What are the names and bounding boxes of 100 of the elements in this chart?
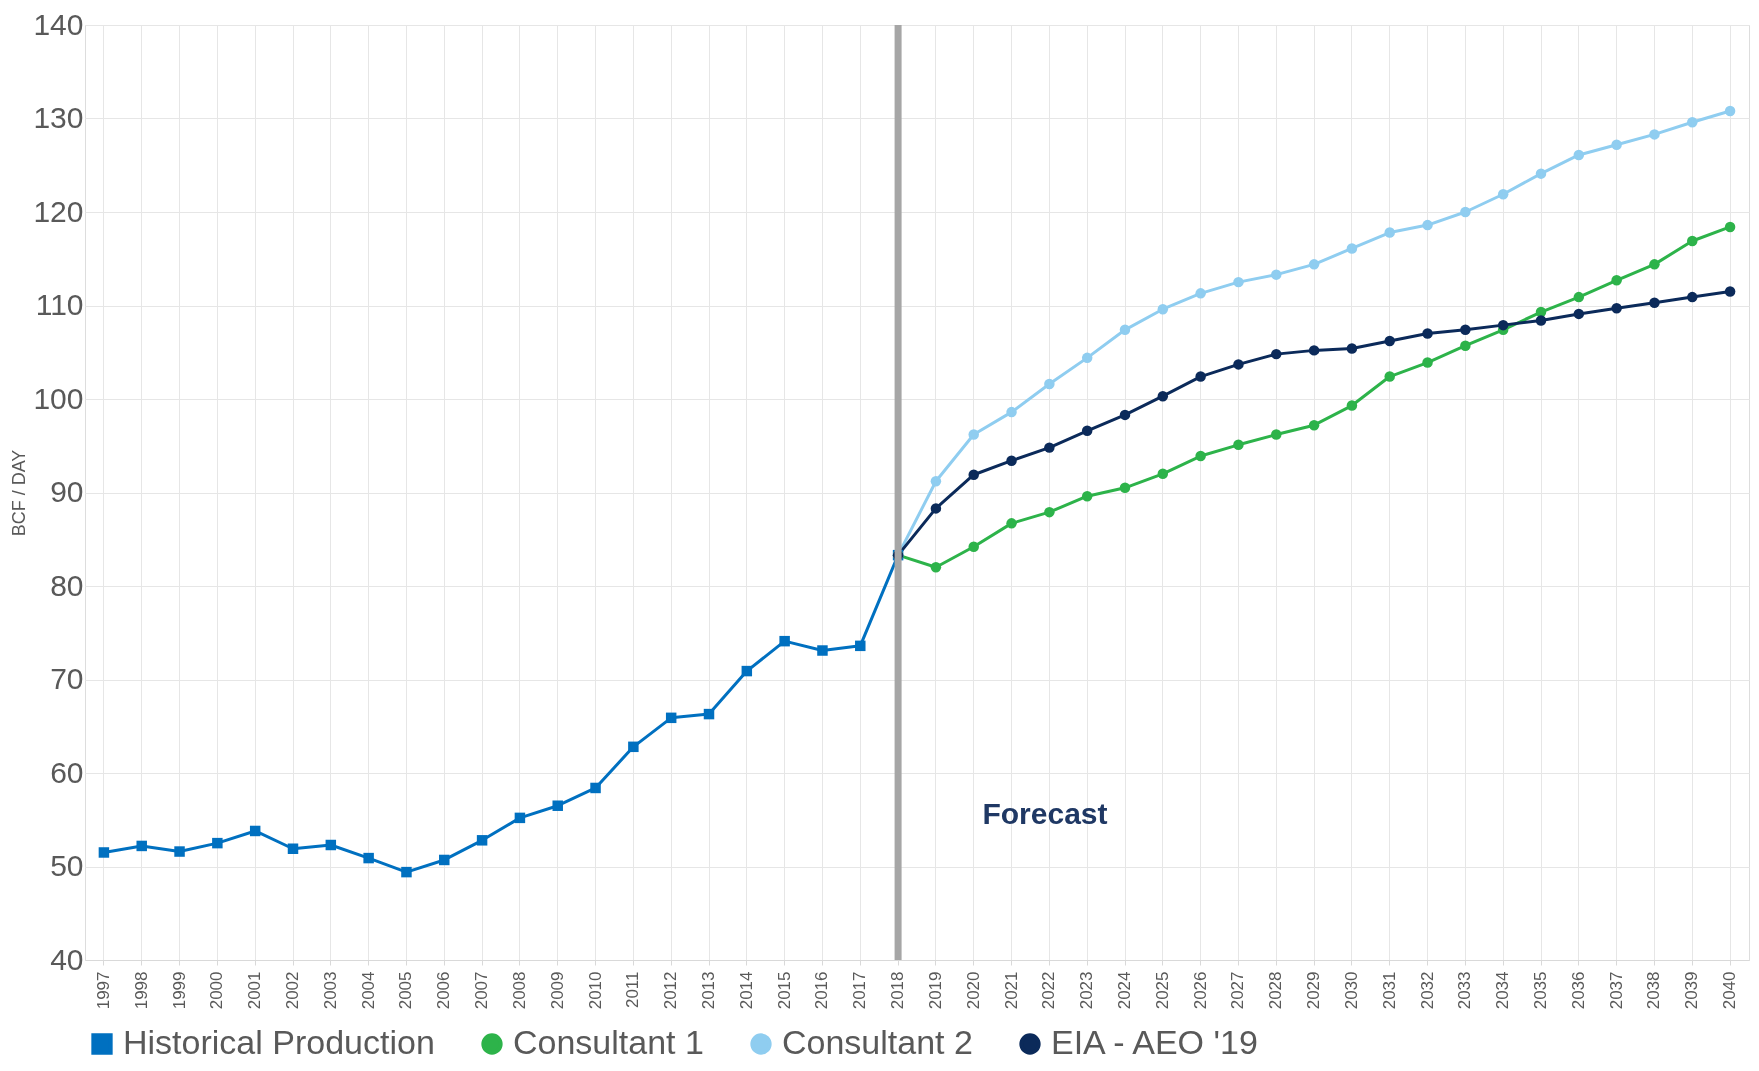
x-tick-label: 2011 [623,971,643,1009]
point [1573,308,1585,320]
point [98,847,110,858]
x-tick-label: 2003 [320,971,340,1010]
point [1271,348,1282,360]
point [439,854,450,866]
point [1687,117,1698,128]
point [968,429,979,440]
x-tick-label: 2031 [1379,971,1399,1010]
x-tick-label: 2030 [1341,971,1361,1010]
x-tick-label: 2010 [585,971,605,1010]
point [1308,419,1320,431]
point [855,640,866,652]
point [1460,340,1471,351]
point [1346,243,1358,254]
x-tick-label: 2037 [1606,971,1626,1010]
y-tick-label: 80 [50,568,84,602]
point [1384,335,1395,347]
point [1271,429,1282,440]
point [363,852,374,864]
x-tick-label: 2013 [699,971,718,1010]
x-tick-label: 2009 [547,971,567,1010]
point [249,825,261,837]
point [287,843,299,854]
x-tick-label: 2002 [283,971,302,1010]
x-tick-label: 2020 [963,971,983,1010]
x-tick-label: 2024 [1115,971,1134,1010]
x-tick-label: 2000 [207,971,227,1010]
point [1081,352,1093,364]
x-tick-label: 2023 [1077,971,1097,1010]
y-tick-label: 90 [50,475,84,508]
point [1535,315,1547,326]
x-tick-label: 2040 [1720,971,1740,1010]
point [1006,455,1017,466]
point [552,800,563,811]
point [136,840,147,852]
point [1687,291,1698,303]
y-tick-label: 130 [33,101,84,134]
point [741,665,753,677]
point [1006,518,1017,529]
point [1195,288,1206,299]
point [1460,206,1471,218]
point [590,782,601,794]
x-tick-label: 2038 [1644,971,1664,1010]
x-tick-label: 2006 [434,971,454,1010]
point [1649,129,1660,140]
x-tick-label: 2029 [1304,971,1324,1010]
x-tick-label: 2028 [1266,971,1286,1010]
x-tick-label: 2018 [888,971,908,1010]
point [1384,371,1395,382]
y-tick-label: 110 [35,288,84,321]
point [1384,227,1395,238]
point [1611,303,1622,314]
point [1233,276,1244,288]
y-tick-label: 50 [50,849,84,882]
point [1535,168,1547,179]
point [1573,149,1585,161]
point [1157,390,1169,402]
point [1346,400,1358,411]
point [817,645,828,656]
y-tick-label: 120 [33,194,84,228]
point [1157,468,1169,480]
point [1611,275,1622,286]
point [1308,345,1320,356]
point [930,562,942,573]
x-tick-label: 2032 [1417,971,1437,1010]
x-tick-label: 1999 [169,971,189,1010]
point [1724,221,1736,233]
x-tick-label: 1997 [93,971,113,1010]
point [1044,442,1055,453]
point [1724,105,1736,117]
point [325,839,337,851]
x-tick-label: 2035 [1531,971,1550,1010]
point [212,837,223,849]
y-tick-label: 40 [50,942,84,976]
x-tick-label: 2015 [774,971,794,1010]
x-tick-label: 2033 [1455,971,1475,1010]
x-tick-label: 2025 [1152,971,1172,1010]
y-tick-label: 140 [33,7,84,41]
point [1724,286,1736,297]
point [1195,450,1206,462]
x-tick-label: 2021 [1001,971,1021,1010]
point [665,712,677,724]
point [930,503,942,514]
point [1195,371,1206,382]
point [1044,506,1055,518]
annotation: Forecast [982,797,1108,830]
point [1233,439,1244,451]
point [1497,189,1509,200]
point [1460,324,1471,336]
point [1081,491,1093,502]
point [930,476,942,487]
point [1044,378,1055,390]
x-tick-label: 2036 [1568,971,1588,1010]
point [968,541,979,552]
point [703,708,715,720]
y-tick-label: 100 [33,381,84,415]
point [514,812,526,824]
point [1271,269,1282,280]
point [1308,259,1320,270]
